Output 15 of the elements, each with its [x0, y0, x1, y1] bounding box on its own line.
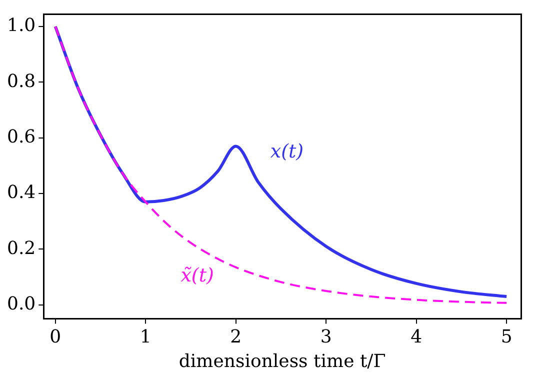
x-tick-label: 5: [500, 326, 512, 348]
x-tick-label: 3: [320, 326, 332, 348]
x-tick-label: 4: [410, 326, 422, 348]
y-tick-label: 0.8: [6, 70, 36, 92]
series-label: x̃(t): [180, 264, 214, 287]
y-tick-label: 0.0: [6, 294, 36, 315]
y-tick-label: 0.4: [6, 182, 36, 204]
x-axis-title: dimensionless time t/Γ: [178, 350, 386, 372]
series-label: x(t): [270, 140, 304, 162]
x-tick-label: 1: [140, 326, 152, 348]
x-tick-label: 2: [230, 326, 242, 348]
y-tick-label: 0.2: [6, 238, 36, 259]
x-tick-label: 0: [50, 326, 62, 348]
y-tick-label: 0.6: [6, 126, 36, 148]
y-tick-label: 1.0: [6, 15, 36, 36]
